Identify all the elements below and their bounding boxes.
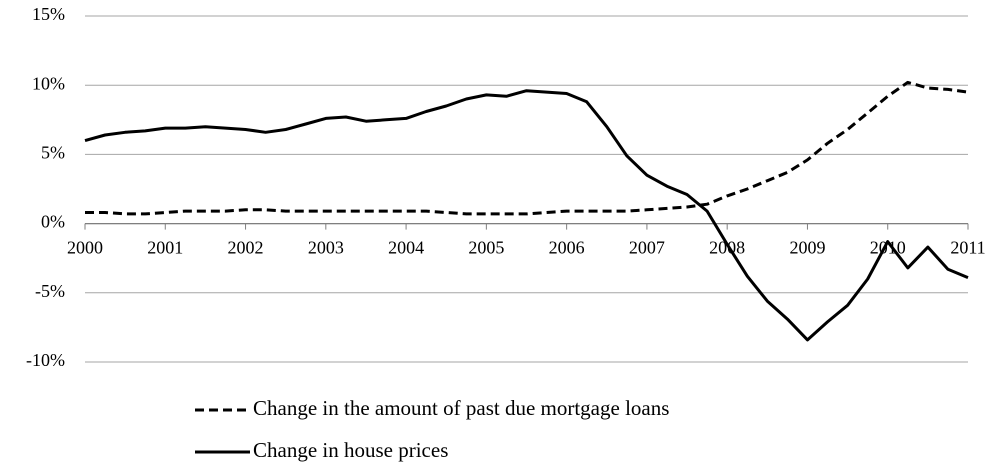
x-tick-label: 2007 [629, 238, 665, 258]
x-tick-label: 2005 [468, 238, 504, 258]
legend-label: Change in the amount of past due mortgag… [253, 396, 669, 420]
y-tick-label: -10% [26, 350, 65, 370]
y-tick-label: 10% [32, 73, 65, 93]
x-tick-label: 2009 [789, 238, 825, 258]
y-tick-label: -5% [35, 281, 65, 301]
series-line [85, 80, 969, 216]
x-tick-label: 2001 [147, 238, 183, 258]
x-tick-label: 2006 [549, 238, 585, 258]
x-tick-label: 2008 [709, 238, 745, 258]
x-tick-label: 2000 [67, 238, 103, 258]
y-tick-label: 0% [41, 212, 65, 232]
x-tick-label: 2002 [228, 238, 264, 258]
x-tick-label: 2011 [950, 238, 985, 258]
x-tick-label: 2004 [388, 238, 424, 258]
series-line [84, 89, 969, 342]
y-tick-label: 5% [41, 143, 65, 163]
x-tick-label: 2003 [308, 238, 344, 258]
legend-label: Change in house prices [253, 438, 448, 462]
y-tick-label: 15% [32, 4, 65, 24]
